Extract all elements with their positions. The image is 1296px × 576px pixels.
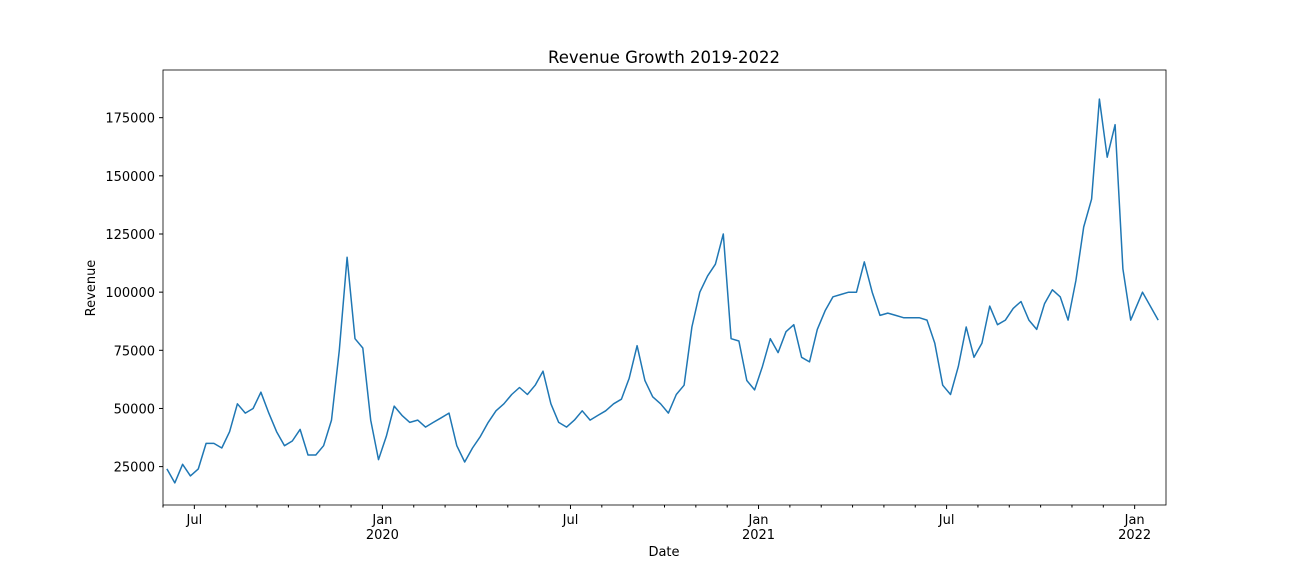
x-axis-label: Date — [648, 545, 679, 560]
plot-frame — [162, 69, 1167, 506]
y-tick-label: 150000 — [105, 170, 155, 185]
y-tick-label: 25000 — [114, 461, 155, 476]
x-tick-label: Jul — [562, 513, 579, 528]
x-tick-label: Jul — [186, 513, 203, 528]
y-tick-label: 100000 — [105, 286, 155, 301]
y-tick-label: 75000 — [114, 344, 155, 359]
x-tick-label: Jan 2021 — [742, 513, 775, 543]
chart-title: Revenue Growth 2019-2022 — [548, 48, 780, 67]
x-tick-label: Jan 2020 — [366, 513, 399, 543]
x-tick-label: Jan 2022 — [1118, 513, 1151, 543]
y-tick-label: 50000 — [114, 402, 155, 417]
y-tick-label: 125000 — [105, 228, 155, 243]
y-tick-label: 175000 — [105, 112, 155, 127]
data-line — [166, 98, 1159, 484]
y-axis-label: Revenue — [84, 260, 99, 317]
x-tick-label: Jul — [938, 513, 955, 528]
